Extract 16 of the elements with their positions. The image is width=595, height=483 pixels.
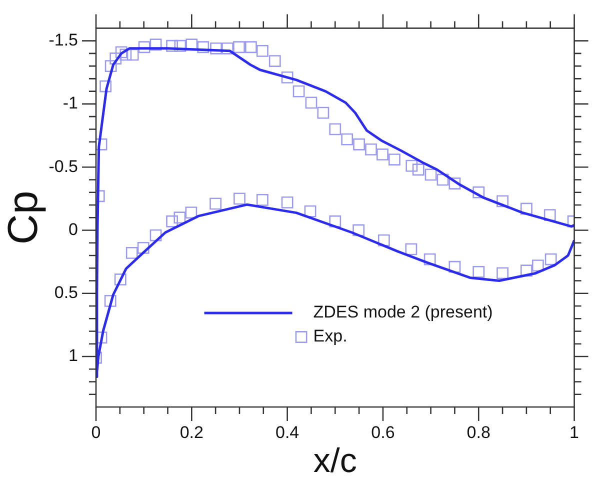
x-tick-label: 0 [91, 422, 101, 442]
y-tick-label: -0.5 [48, 156, 78, 176]
y-axis-title: Cp [0, 190, 46, 244]
x-tick-label: 0.4 [275, 422, 300, 442]
y-tick-label: 0 [68, 220, 78, 239]
x-tick-label: 1 [570, 422, 580, 442]
x-tick-label: 0.2 [180, 422, 204, 442]
series-label: ZDES mode 2 (present) [313, 302, 493, 322]
x-axis-title: x/c [313, 442, 357, 480]
x-tick-label: 0.6 [371, 422, 395, 442]
y-tick-label: -1 [62, 94, 78, 113]
y-tick-label: 1 [68, 346, 78, 366]
x-tick-label: 0.8 [466, 422, 490, 442]
legend-label: Exp. [313, 326, 348, 346]
y-tick-label: 0.5 [54, 283, 78, 302]
y-tick-label: -1.5 [48, 30, 78, 50]
